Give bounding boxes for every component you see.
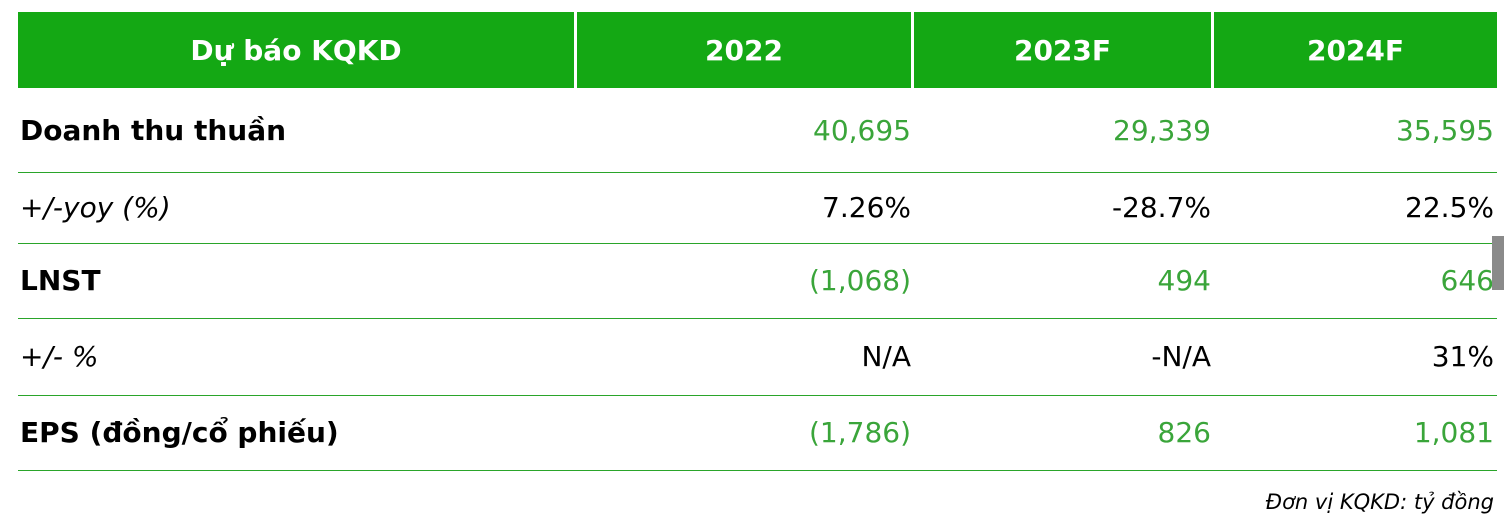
value-cell: 494 [1157,264,1211,297]
value-cell: N/A [861,340,911,373]
value-cell: 826 [1157,416,1211,449]
row-divider [18,243,1497,244]
scrollbar[interactable] [1492,236,1504,290]
value-cell: 40,695 [813,113,911,147]
row-divider [18,172,1497,173]
value-cell: (1,068) [808,264,911,297]
value-cell: 646 [1440,264,1494,297]
value-cell: (1,786) [808,416,911,449]
header-cell: 2023F [914,12,1214,88]
value-cell: 1,081 [1413,416,1494,449]
header-cell: 2022 [577,12,914,88]
row-label: Doanh thu thuần [20,113,287,147]
header-cell: 2024F [1214,12,1497,88]
row-label: +/-yoy (%) [20,191,171,224]
value-cell: 35,595 [1396,113,1494,147]
row-divider [18,395,1497,396]
header-cell: Dự báo KQKD [18,12,577,88]
value-cell: -N/A [1151,340,1211,373]
value-cell: 31% [1431,340,1494,373]
value-cell: -28.7% [1111,191,1211,224]
row-divider [18,318,1497,319]
row-label: +/- % [20,340,99,373]
row-divider [18,470,1497,471]
value-cell: 29,339 [1113,113,1211,147]
row-label: EPS (đồng/cổ phiếu) [20,416,339,449]
value-cell: 22.5% [1405,191,1494,224]
footnote: Đơn vị KQKD: tỷ đồng [1265,490,1494,514]
row-label: LNST [20,264,101,297]
value-cell: 7.26% [822,191,911,224]
